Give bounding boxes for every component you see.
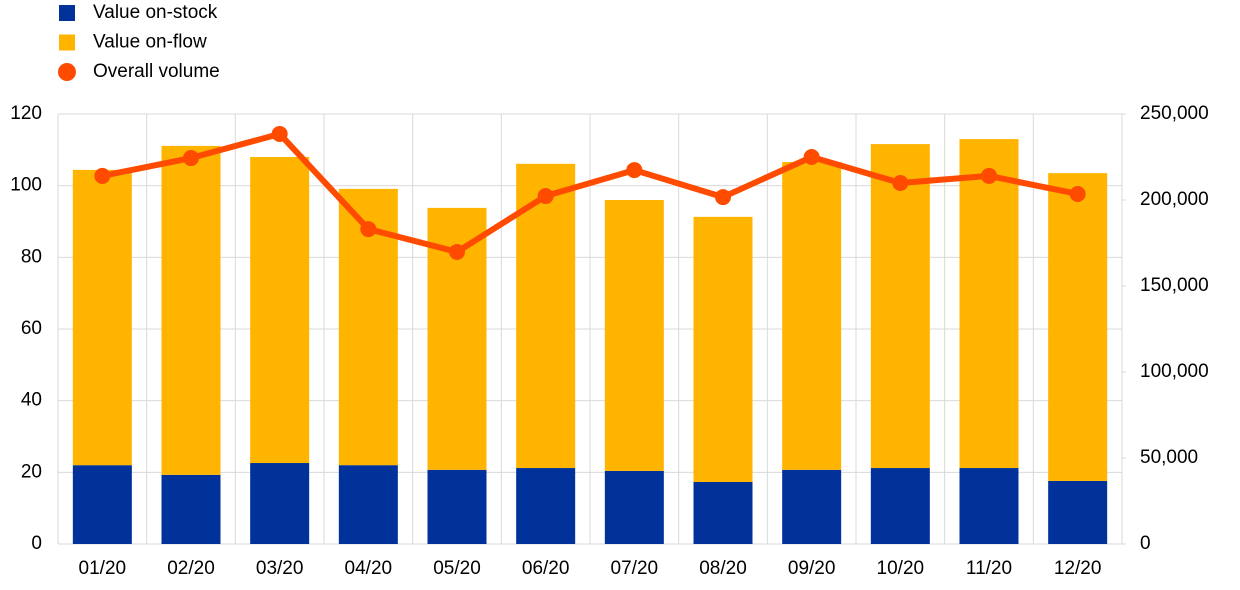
bar-segment (161, 145, 221, 475)
y2-tick-label: 200,000 (1140, 189, 1209, 210)
y-tick-label: 60 (21, 318, 42, 339)
bar-segment (516, 163, 576, 469)
line-point (537, 188, 554, 205)
bar-segment (1048, 480, 1108, 544)
bar-segment (516, 468, 576, 544)
bar-segment (427, 469, 487, 544)
y-tick-label: 80 (21, 246, 42, 267)
line-point (1069, 185, 1086, 202)
bar-segment (782, 469, 842, 544)
x-tick-label: 12/20 (1054, 558, 1102, 579)
bar-segment (250, 157, 310, 464)
y2-tick-label: 0 (1140, 533, 1151, 554)
legend-marker (59, 5, 75, 21)
x-tick-label: 11/20 (966, 558, 1012, 579)
bar-segment (693, 482, 753, 544)
line-point (271, 125, 288, 142)
bar-segment (338, 465, 398, 544)
bar-segment (604, 200, 664, 471)
legend-marker (58, 63, 76, 81)
y2-tick-label: 50,000 (1140, 447, 1198, 468)
y-tick-label: 120 (10, 103, 42, 124)
bar-segment (870, 144, 930, 469)
x-tick-label: 02/20 (167, 558, 215, 579)
y-tick-label: 20 (21, 461, 42, 482)
y-tick-label: 40 (21, 390, 42, 411)
bar-segment (72, 465, 132, 544)
y-tick-label: 100 (10, 175, 42, 196)
bar-segment (693, 216, 753, 483)
line-point (715, 189, 731, 206)
line-point (183, 150, 199, 167)
bar-segment (1048, 173, 1108, 481)
y2-tick-label: 150,000 (1140, 275, 1209, 296)
line-point (892, 174, 909, 191)
x-tick-label: 10/20 (877, 558, 925, 579)
x-tick-label: 03/20 (256, 558, 304, 579)
legend-marker (59, 34, 75, 51)
bar-segment (959, 139, 1019, 469)
legend-label: Value on-stock (93, 2, 218, 23)
line-point (360, 221, 377, 238)
x-tick-label: 04/20 (345, 558, 393, 579)
bar-segment (959, 468, 1019, 544)
line-point (981, 167, 997, 184)
x-tick-label: 09/20 (788, 558, 836, 579)
line-point (449, 243, 465, 260)
x-tick-label: 08/20 (699, 558, 747, 579)
y2-tick-label: 250,000 (1140, 103, 1209, 124)
y2-tick-label: 100,000 (1140, 361, 1209, 382)
legend-label: Value on-flow (93, 32, 207, 53)
bar-segment (250, 463, 310, 544)
bar-segment (782, 162, 842, 470)
line-point (94, 167, 111, 184)
bar-segment (870, 468, 930, 544)
x-tick-label: 07/20 (611, 558, 659, 579)
y-tick-label: 0 (31, 533, 42, 554)
line (101, 130, 1079, 255)
bar-segment (72, 169, 132, 466)
x-tick-label: 05/20 (433, 558, 481, 579)
x-tick-label: 01/20 (79, 558, 127, 579)
line-point (803, 149, 820, 165)
bar-segment (604, 470, 664, 544)
line-point (626, 162, 643, 179)
bar-segment (161, 474, 221, 544)
legend-label: Overall volume (93, 61, 220, 82)
x-tick-label: 06/20 (522, 558, 570, 579)
